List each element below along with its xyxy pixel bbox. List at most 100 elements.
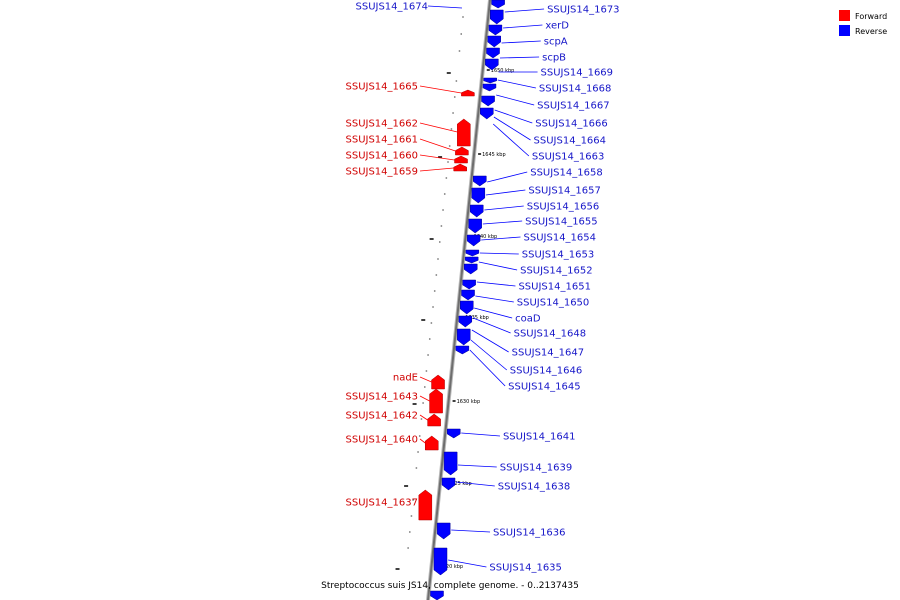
gene-label-reverse[interactable]: SSUJS14_1668: [539, 84, 612, 95]
gene-arrow-reverse[interactable]: [483, 77, 497, 84]
gene-label-reverse[interactable]: SSUJS14_1674: [356, 2, 429, 13]
gene-label-forward[interactable]: SSUJS14_1661: [346, 135, 419, 146]
gene-arrow-forward[interactable]: [431, 374, 445, 390]
gene-arrow-forward[interactable]: [427, 413, 441, 427]
legend: Forward Reverse: [839, 10, 887, 36]
gene-arrow-forward[interactable]: [455, 146, 469, 156]
gene-arrow-reverse[interactable]: [443, 451, 458, 476]
gene-arrow-reverse[interactable]: [463, 263, 478, 275]
gene-arrow-reverse[interactable]: [433, 547, 448, 576]
gene-label-reverse[interactable]: SSUJS14_1646: [510, 366, 583, 377]
gene-label-reverse[interactable]: SSUJS14_1638: [498, 482, 571, 493]
gene-arrow-reverse[interactable]: [471, 187, 486, 204]
gene-label-reverse[interactable]: coaD: [515, 314, 541, 325]
gene-arrow-reverse[interactable]: [487, 35, 501, 48]
gene-arrow-reverse[interactable]: [489, 9, 504, 25]
gene-leader-reverse: [471, 329, 509, 353]
gene-label-reverse[interactable]: SSUJS14_1652: [520, 266, 593, 277]
gene-leader-reverse: [461, 432, 500, 437]
backbone-line: [427, 0, 492, 600]
gene-arrow-reverse[interactable]: [456, 328, 471, 346]
gene-leader-reverse: [482, 220, 523, 225]
gene-arrow-forward[interactable]: [453, 163, 467, 172]
gene-label-reverse[interactable]: SSUJS14_1647: [512, 348, 585, 359]
gene-label-forward[interactable]: SSUJS14_1660: [346, 151, 419, 162]
gene-label-reverse[interactable]: SSUJS14_1651: [518, 282, 591, 293]
gene-label-reverse[interactable]: SSUJS14_1641: [503, 432, 575, 443]
gene-leader-forward: [419, 167, 454, 172]
gene-label-reverse[interactable]: SSUJS14_1653: [522, 250, 595, 261]
gene-label-forward[interactable]: SSUJS14_1662: [346, 119, 419, 130]
tick-layer: 1650 kbp 1645 kbp 1640 kbp 1635 kbp 1630 kbp…: [395, 16, 514, 570]
gene-arrow-reverse[interactable]: [488, 24, 503, 36]
gene-label-reverse[interactable]: SSUJS14_1648: [514, 329, 587, 340]
gene-label-forward[interactable]: SSUJS14_1640: [346, 435, 419, 446]
gene-label-reverse[interactable]: SSUJS14_1650: [517, 298, 590, 309]
gene-leader-forward: [419, 138, 456, 152]
gene-arrow-reverse[interactable]: [464, 256, 479, 264]
gene-arrow-forward[interactable]: [454, 155, 468, 164]
gene-label-reverse[interactable]: scpB: [542, 53, 566, 64]
gene-arrow-reverse[interactable]: [441, 477, 456, 491]
tick-label: 1620 kbp: [440, 564, 464, 570]
gene-label-reverse[interactable]: SSUJS14_1667: [537, 101, 610, 112]
gene-leader-forward: [419, 414, 428, 421]
gene-arrow-forward[interactable]: [418, 489, 433, 521]
gene-label-reverse[interactable]: SSUJS14_1655: [525, 217, 598, 228]
gene-label-forward[interactable]: SSUJS14_1659: [346, 167, 419, 178]
gene-label-reverse[interactable]: SSUJS14_1645: [508, 382, 581, 393]
gene-leader-forward: [419, 376, 432, 383]
gene-arrow-reverse[interactable]: [436, 522, 451, 540]
gene-arrow-reverse[interactable]: [459, 300, 474, 315]
gene-arrow-forward[interactable]: [457, 118, 471, 147]
gene-label-forward[interactable]: SSUJS14_1643: [346, 392, 419, 403]
gene-leader-forward: [419, 438, 426, 444]
gene-leader-reverse: [475, 295, 514, 303]
gene-label-reverse[interactable]: SSUJS14_1663: [532, 152, 605, 163]
gene-label-reverse[interactable]: SSUJS14_1673: [547, 5, 620, 16]
gene-leader-reverse: [481, 236, 521, 241]
gene-leader-forward: [419, 395, 430, 402]
gene-label-forward[interactable]: SSUJS14_1665: [346, 82, 419, 93]
gene-label-reverse[interactable]: SSUJS14_1664: [534, 136, 607, 147]
gene-label-reverse[interactable]: SSUJS14_1666: [535, 119, 608, 130]
gene-label-reverse[interactable]: SSUJS14_1654: [524, 233, 597, 244]
gene-arrow-forward[interactable]: [429, 388, 443, 414]
gene-leader-reverse: [478, 261, 518, 271]
gene-label-reverse[interactable]: SSUJS14_1656: [527, 202, 600, 213]
gene-label-reverse[interactable]: SSUJS14_1636: [493, 528, 566, 539]
tick-label: 1645 kbp: [482, 152, 506, 158]
gene-label-forward[interactable]: SSUJS14_1642: [346, 411, 419, 422]
gene-arrow-reverse[interactable]: [473, 175, 487, 187]
gene-label-reverse[interactable]: scpA: [544, 37, 568, 48]
gene-arrow-reverse[interactable]: [455, 345, 470, 355]
gene-arrow-reverse[interactable]: [485, 58, 499, 71]
gene-leader-forward: [419, 85, 462, 94]
gene-label-reverse[interactable]: SSUJS14_1635: [489, 563, 562, 574]
gene-arrow-reverse[interactable]: [482, 83, 497, 92]
gene-arrow-reverse[interactable]: [481, 95, 495, 107]
gene-label-reverse[interactable]: SSUJS14_1657: [528, 186, 601, 197]
gene-arrow-reverse[interactable]: [430, 590, 444, 600]
gene-label-forward[interactable]: nadE: [393, 373, 418, 384]
gene-arrow-reverse[interactable]: [461, 289, 475, 301]
gene-label-reverse[interactable]: SSUJS14_1669: [541, 68, 614, 79]
gene-leader-reverse: [451, 529, 491, 533]
gene-arrow-reverse[interactable]: [446, 428, 461, 439]
gene-arrow-reverse[interactable]: [458, 315, 473, 328]
gene-leader-reverse: [497, 79, 536, 89]
gene-arrow-reverse[interactable]: [465, 249, 480, 257]
gene-label-reverse[interactable]: SSUJS14_1658: [530, 168, 603, 179]
gene-arrow-reverse[interactable]: [469, 204, 484, 218]
gene-label-reverse[interactable]: SSUJS14_1639: [500, 463, 573, 474]
gene-arrow-reverse[interactable]: [468, 218, 482, 234]
gene-arrow-reverse[interactable]: [480, 107, 494, 120]
gene-label-reverse[interactable]: xerD: [545, 21, 569, 32]
gene-label-forward[interactable]: SSUJS14_1637: [346, 498, 419, 509]
gene-arrow-reverse[interactable]: [462, 279, 476, 290]
gene-arrow-reverse[interactable]: [491, 0, 505, 9]
gene-arrow-reverse[interactable]: [466, 234, 481, 247]
gene-arrow-forward[interactable]: [461, 89, 475, 97]
gene-arrow-reverse[interactable]: [486, 47, 500, 59]
gene-arrow-forward[interactable]: [424, 435, 439, 451]
